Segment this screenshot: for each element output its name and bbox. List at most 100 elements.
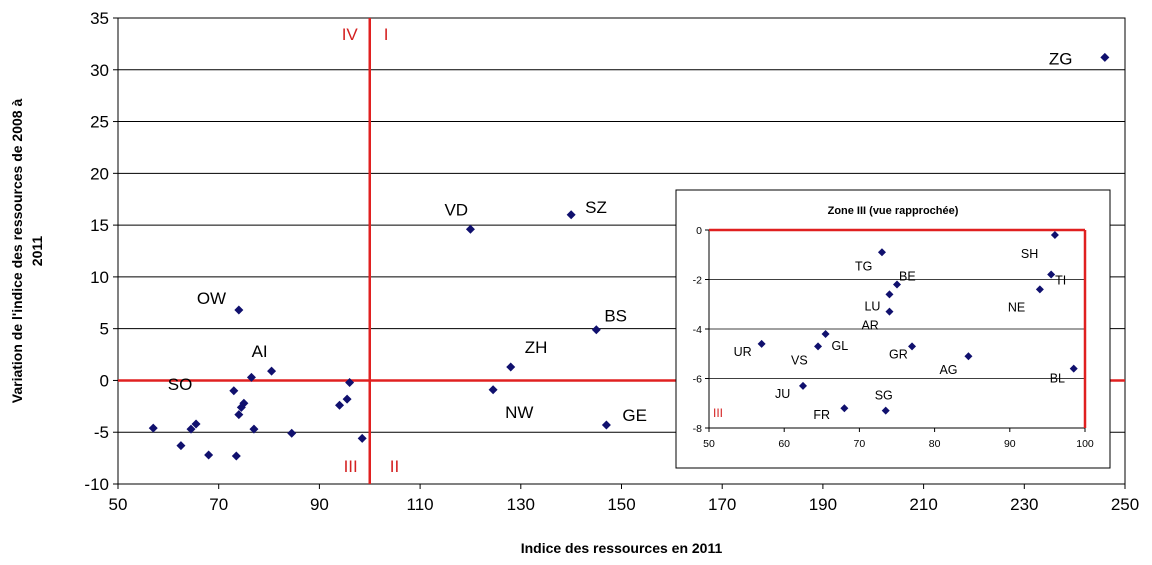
inset-point-label: LU	[864, 299, 880, 313]
inset-data-point	[908, 342, 917, 351]
x-tick-label: 170	[708, 495, 736, 514]
data-point	[566, 210, 576, 220]
x-tick-label: 230	[1010, 495, 1038, 514]
data-point	[176, 441, 186, 451]
inset-quadrant-label: III	[713, 406, 723, 420]
x-tick-label: 110	[407, 495, 434, 514]
data-point	[204, 450, 214, 460]
x-tick-label: 190	[809, 495, 837, 514]
inset-point-label: AR	[861, 319, 878, 333]
y-tick-label: 0	[100, 371, 109, 390]
y-axis-title-line1: Variation de l'indice des ressources de …	[9, 99, 25, 404]
quadrant-label: II	[390, 457, 399, 476]
point-label: SO	[168, 375, 193, 394]
x-tick-label: 250	[1111, 495, 1139, 514]
inset-data-point	[814, 342, 823, 351]
inset-point-label: JU	[775, 387, 790, 401]
inset-data-point	[757, 339, 766, 348]
point-label: VD	[444, 200, 468, 219]
inset-data-point	[1050, 230, 1059, 239]
point-label: NW	[505, 403, 533, 422]
data-point	[488, 385, 498, 395]
y-axis-title-line2: 2011	[29, 236, 45, 267]
inset-point-label: TI	[1055, 274, 1066, 288]
inset-data-point	[1069, 364, 1078, 373]
data-point	[267, 366, 277, 376]
y-tick-label: -5	[94, 423, 109, 442]
x-tick-label: 90	[310, 495, 329, 514]
inset-point-label: UR	[734, 345, 752, 359]
data-point	[287, 428, 297, 438]
inset-data-point	[1035, 285, 1044, 294]
data-point	[357, 433, 367, 443]
inset-point-label: FR	[813, 408, 830, 422]
x-tick-label: 70	[209, 495, 228, 514]
inset-data-point	[877, 248, 886, 257]
inset-point-label: GR	[889, 347, 908, 361]
inset-data-point	[881, 406, 890, 415]
y-tick-label: 5	[100, 320, 109, 339]
inset-data-point	[964, 352, 973, 361]
inset-point-label: SG	[875, 389, 893, 403]
x-tick-label: 50	[109, 495, 128, 514]
inset-data-point	[885, 307, 894, 316]
point-label: ZG	[1049, 49, 1073, 68]
data-point	[239, 398, 249, 408]
point-label: ZH	[525, 338, 548, 357]
inset-point-label: GL	[832, 339, 849, 353]
data-point	[342, 394, 352, 404]
y-tick-label: -10	[84, 475, 109, 494]
inset-point-label: BL	[1050, 372, 1065, 386]
y-tick-label: 15	[90, 216, 109, 235]
inset-x-tick-label: 70	[854, 438, 866, 450]
inset-data-point	[1047, 270, 1056, 279]
y-tick-label: 30	[90, 61, 109, 80]
data-point	[335, 400, 345, 410]
point-label: BS	[604, 307, 627, 326]
point-label: GE	[622, 406, 647, 425]
data-point	[186, 424, 196, 434]
inset-point-label: NE	[1008, 300, 1025, 314]
inset-x-tick-label: 90	[1004, 438, 1016, 450]
inset-title: Zone III (vue rapprochée)	[828, 205, 959, 217]
x-tick-label: 210	[909, 495, 937, 514]
data-point	[345, 378, 355, 388]
y-tick-label: 25	[90, 113, 109, 132]
x-tick-label: 150	[607, 495, 635, 514]
data-point	[465, 224, 475, 234]
inset-x-tick-label: 80	[929, 438, 941, 450]
inset-y-tick-label: -6	[693, 374, 702, 386]
quadrant-label: IV	[342, 25, 359, 44]
inset-point-label: VS	[791, 353, 808, 367]
inset-point-label: BE	[899, 269, 916, 283]
inset-x-tick-label: 50	[703, 438, 715, 450]
inset-data-point	[885, 290, 894, 299]
data-point	[249, 424, 259, 434]
data-point	[191, 419, 201, 429]
y-tick-label: 20	[90, 164, 109, 183]
data-point	[246, 372, 256, 382]
inset-point-label: AG	[939, 363, 957, 377]
inset-point-label: SH	[1021, 247, 1038, 261]
point-label: SZ	[585, 198, 607, 217]
inset-y-tick-label: -4	[693, 324, 702, 336]
inset-x-tick-label: 60	[778, 438, 790, 450]
data-point	[1100, 52, 1110, 62]
quadrant-label: III	[344, 457, 358, 476]
x-axis-title: Indice des ressources en 2011	[521, 540, 723, 556]
y-tick-label: 10	[90, 268, 109, 287]
quadrant-label: I	[384, 25, 389, 44]
point-label: OW	[197, 289, 226, 308]
inset-x-tick-label: 100	[1076, 438, 1094, 450]
data-point	[591, 325, 601, 335]
inset-data-point	[840, 404, 849, 413]
inset-data-point	[821, 329, 830, 338]
point-label: AI	[252, 342, 268, 361]
y-tick-label: 35	[90, 9, 109, 28]
inset-y-tick-label: 0	[696, 225, 702, 237]
inset-data-point	[799, 381, 807, 390]
data-point	[506, 362, 516, 372]
x-tick-label: 130	[507, 495, 535, 514]
inset-point-label: TG	[855, 259, 872, 273]
